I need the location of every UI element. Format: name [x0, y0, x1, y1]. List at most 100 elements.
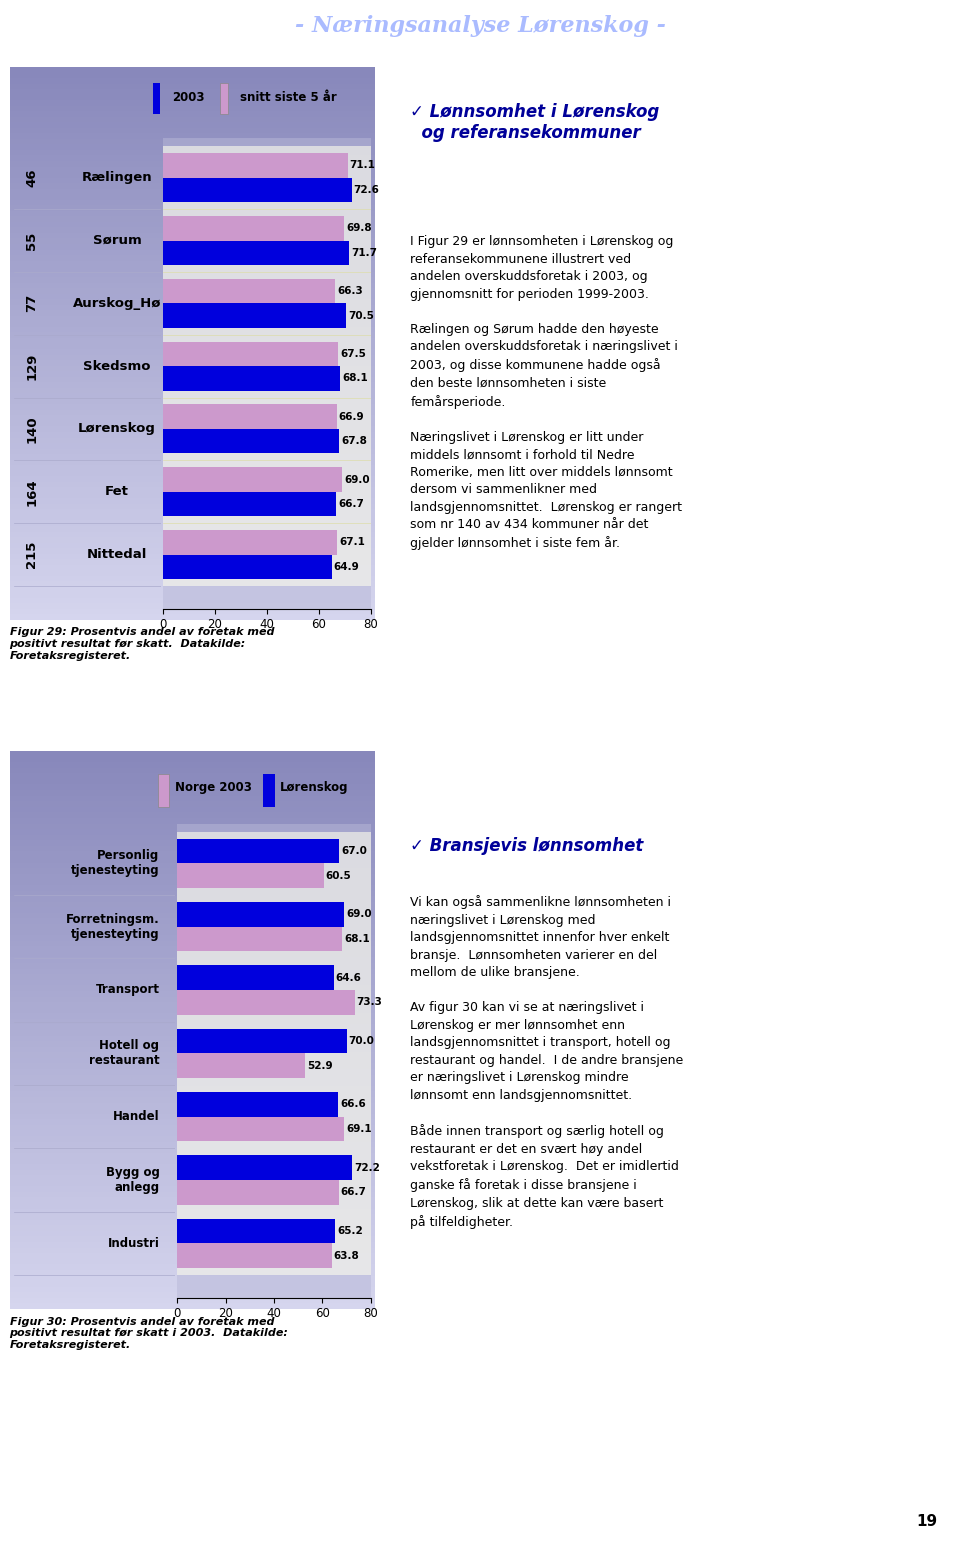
Bar	[178, 1029, 347, 1053]
Text: 68.1: 68.1	[344, 934, 370, 943]
Text: 69.0: 69.0	[347, 909, 372, 919]
Bar	[263, 773, 276, 807]
Text: 55: 55	[26, 231, 38, 249]
Bar	[163, 209, 371, 273]
Text: 69.0: 69.0	[345, 474, 370, 485]
Bar	[178, 1156, 352, 1180]
Text: Lørenskog: Lørenskog	[280, 781, 348, 795]
Text: 77: 77	[26, 294, 38, 313]
Text: 67.5: 67.5	[341, 349, 366, 359]
Text: 52.9: 52.9	[307, 1061, 333, 1070]
Bar	[178, 1211, 371, 1275]
Text: 72.2: 72.2	[354, 1163, 380, 1173]
Text: 71.7: 71.7	[351, 248, 377, 257]
Bar	[178, 965, 333, 990]
Bar	[178, 838, 339, 863]
Text: 19: 19	[916, 1515, 937, 1529]
Text: Norge 2003: Norge 2003	[175, 781, 252, 795]
Text: 129: 129	[26, 353, 38, 380]
Text: 69.1: 69.1	[347, 1125, 372, 1134]
Bar	[163, 404, 337, 429]
Text: 60.5: 60.5	[325, 871, 351, 881]
Text: Handel: Handel	[112, 1111, 159, 1123]
Bar	[163, 335, 371, 398]
Bar	[163, 146, 371, 209]
Text: Vi kan også sammenlikne lønnsomheten i
næringslivet i Lørenskog med
landsgjennom: Vi kan også sammenlikne lønnsomheten i n…	[410, 895, 684, 1228]
Bar	[157, 773, 169, 807]
Bar	[178, 1092, 338, 1117]
Text: 67.1: 67.1	[339, 538, 365, 547]
Text: 73.3: 73.3	[356, 998, 382, 1007]
Bar	[163, 240, 349, 265]
Text: Hotell og
restaurant: Hotell og restaurant	[88, 1039, 159, 1067]
Text: snitt siste 5 år: snitt siste 5 år	[240, 90, 337, 104]
Bar	[221, 84, 228, 113]
Text: Sørum: Sørum	[92, 234, 141, 246]
Text: 2003: 2003	[172, 90, 204, 104]
Text: ✓ Lønnsomhet i Lørenskog
  og referansekommuner: ✓ Lønnsomhet i Lørenskog og referansekom…	[410, 104, 660, 143]
Text: 66.3: 66.3	[337, 287, 363, 296]
Bar	[178, 1053, 305, 1078]
Text: 66.6: 66.6	[340, 1100, 366, 1109]
Text: 70.0: 70.0	[348, 1036, 374, 1046]
Bar	[163, 491, 336, 516]
Text: 72.6: 72.6	[353, 184, 379, 195]
Text: Bygg og
anlegg: Bygg og anlegg	[106, 1166, 159, 1194]
Bar	[178, 863, 324, 888]
Text: 46: 46	[26, 169, 38, 187]
Bar	[178, 1219, 335, 1244]
Bar	[163, 215, 345, 240]
Bar	[178, 1244, 331, 1269]
Bar	[153, 84, 160, 113]
Text: 66.9: 66.9	[339, 412, 365, 421]
Text: Lørenskog: Lørenskog	[78, 423, 156, 435]
Bar	[178, 990, 354, 1015]
Bar	[163, 398, 371, 460]
Text: Transport: Transport	[95, 984, 159, 996]
Bar	[163, 153, 348, 178]
Text: Forretningsm.
tjenesteyting: Forretningsm. tjenesteyting	[65, 912, 159, 940]
Text: 69.8: 69.8	[347, 223, 372, 234]
Text: 215: 215	[26, 541, 38, 568]
Bar	[163, 273, 371, 335]
Bar	[178, 1180, 339, 1205]
Bar	[163, 555, 331, 579]
Bar	[178, 1117, 345, 1142]
Bar	[178, 1084, 371, 1148]
Text: Personlig
tjenesteyting: Personlig tjenesteyting	[71, 849, 159, 877]
Bar	[178, 926, 342, 951]
Bar	[163, 524, 371, 586]
Text: Industri: Industri	[108, 1236, 159, 1250]
Text: 64.6: 64.6	[335, 973, 361, 982]
Text: - Næringsanalyse Lørenskog -: - Næringsanalyse Lørenskog -	[295, 14, 665, 37]
Text: Fet: Fet	[105, 485, 129, 499]
Text: 65.2: 65.2	[337, 1225, 363, 1236]
Bar	[178, 832, 371, 895]
Text: 71.1: 71.1	[349, 161, 375, 170]
Text: Figur 29: Prosentvis andel av foretak med
positivt resultat før skatt.  Datakild: Figur 29: Prosentvis andel av foretak me…	[10, 627, 275, 660]
Bar	[163, 342, 338, 366]
Text: 66.7: 66.7	[341, 1188, 367, 1197]
Text: 67.0: 67.0	[341, 846, 367, 857]
Text: 70.5: 70.5	[348, 311, 374, 321]
Bar	[163, 468, 342, 491]
Text: 63.8: 63.8	[333, 1250, 359, 1261]
Bar	[178, 895, 371, 959]
Text: Nittedal: Nittedal	[86, 548, 147, 561]
Text: 64.9: 64.9	[333, 562, 359, 572]
Bar	[163, 460, 371, 524]
Text: 67.8: 67.8	[341, 437, 367, 446]
Bar	[178, 902, 345, 926]
Bar	[163, 178, 351, 203]
Bar	[178, 1022, 371, 1084]
Bar	[163, 304, 346, 328]
Text: Rælingen: Rælingen	[82, 172, 153, 184]
Text: Aurskog_Hø: Aurskog_Hø	[73, 297, 161, 310]
Bar	[178, 959, 371, 1022]
Text: ✓ Bransjevis lønnsomhet: ✓ Bransjevis lønnsomhet	[410, 836, 643, 855]
Bar	[178, 1148, 371, 1211]
Bar	[163, 429, 339, 454]
Text: 164: 164	[26, 479, 38, 505]
Text: I Figur 29 er lønnsomheten i Lørenskog og
referansekommunene illustrert ved
ande: I Figur 29 er lønnsomheten i Lørenskog o…	[410, 235, 683, 550]
Bar	[163, 530, 337, 555]
